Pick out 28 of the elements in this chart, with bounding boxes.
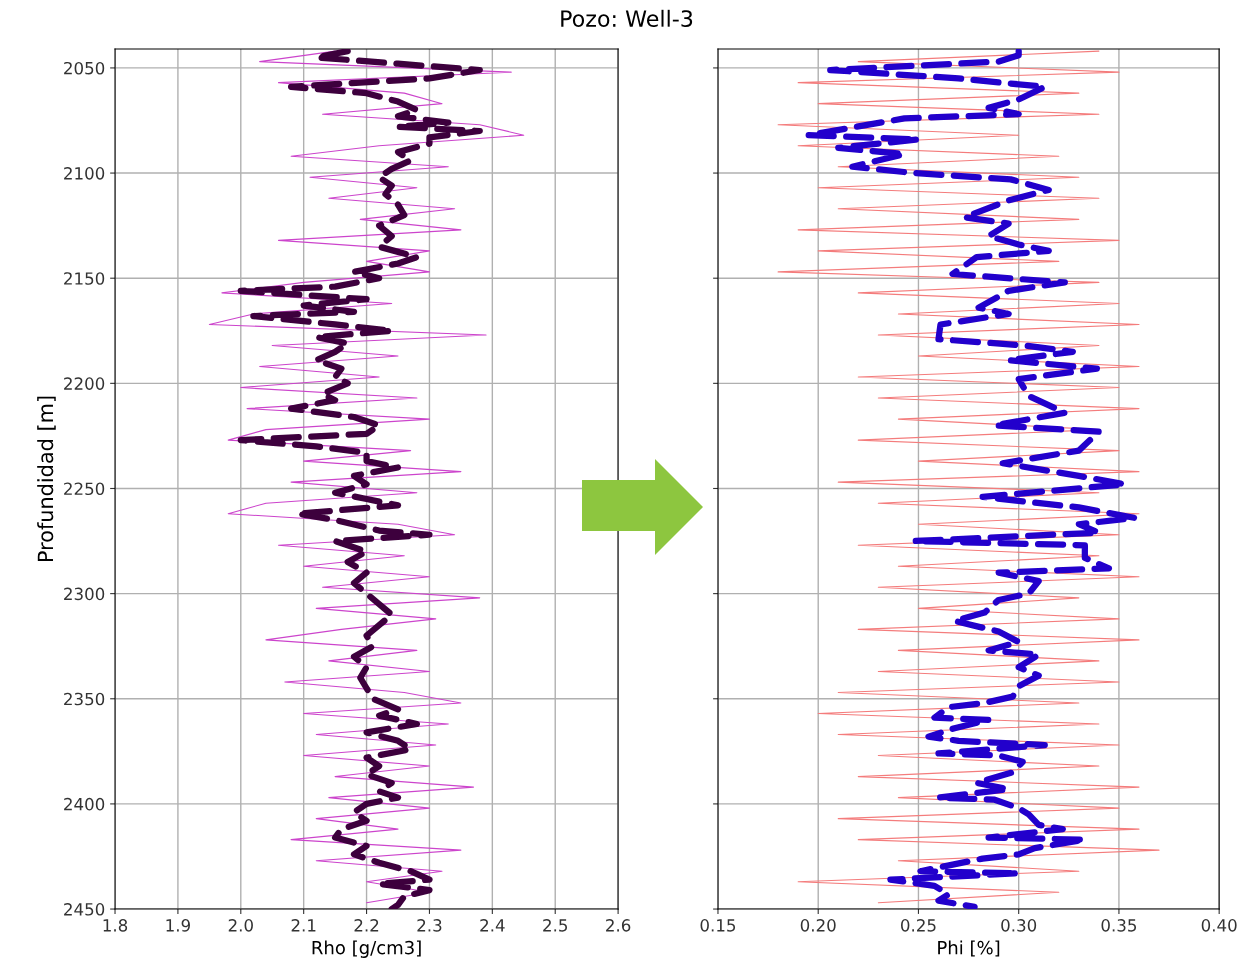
x-tick-label: 2.4 [480,919,505,932]
y-tick-label: 2450 [64,903,105,916]
x-tick-label: 0.15 [700,919,736,932]
y-tick-label: 2250 [64,482,105,496]
x-tick-label: 1.9 [166,919,190,932]
x-axis-title: Phi [%] [938,940,1000,957]
chart-title: Pozo: Well-3 [561,9,693,27]
x-tick-label: 0.35 [1101,919,1137,932]
x-tick-label: 2.6 [606,919,631,932]
y-tick-label: 2150 [64,272,105,285]
x-tick-label: 0.30 [1001,919,1037,932]
x-tick-label: 2.0 [228,919,253,932]
x-axis-title: Rho [g/cm3] [312,940,421,958]
y-axis-title: Profundidad [m] [37,396,56,562]
x-tick-label: 0.20 [800,919,836,932]
x-tick-label: 0.40 [1201,919,1237,932]
x-tick-label: 2.1 [291,919,316,932]
y-tick-label: 2300 [64,587,105,601]
y-tick-label: 2350 [64,692,105,706]
x-tick-label: 0.25 [900,919,936,932]
x-tick-label: 1.8 [103,919,128,932]
x-tick-label: 2.2 [354,919,379,932]
x-tick-label: 2.3 [417,919,442,932]
y-tick-label: 2400 [64,797,105,811]
x-tick-label: 2.5 [543,919,568,932]
y-tick-label: 2100 [64,167,105,180]
y-tick-label: 2200 [64,377,105,390]
y-tick-label: 2050 [64,61,105,75]
